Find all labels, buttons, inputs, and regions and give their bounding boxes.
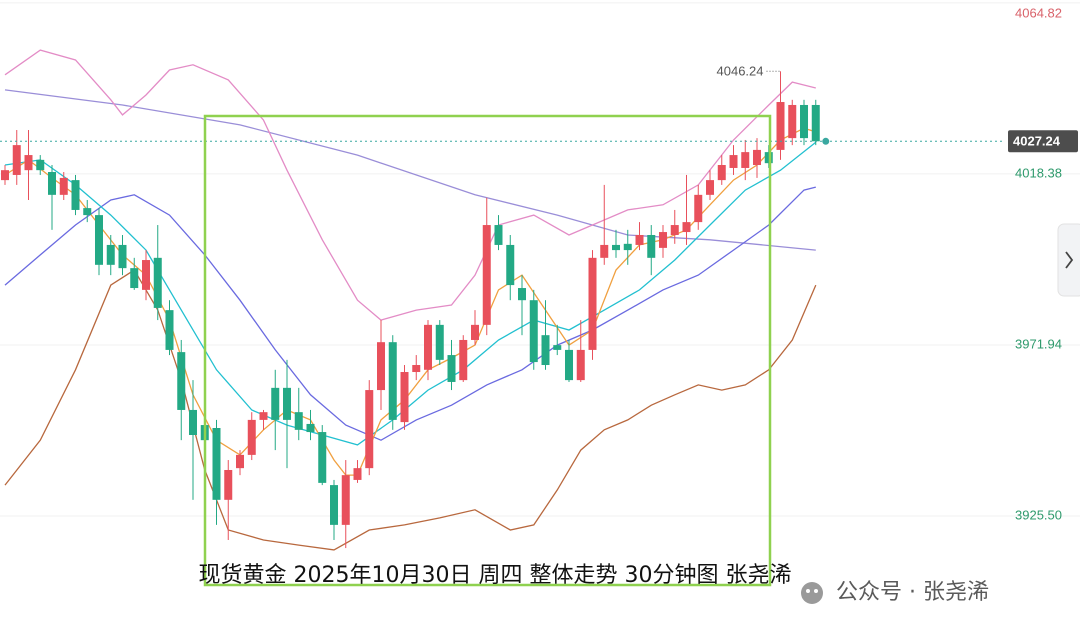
- candle-body: [106, 244, 115, 265]
- candle-body: [0, 170, 9, 181]
- last-price-dot: [822, 137, 830, 145]
- candle-body: [435, 324, 444, 360]
- candle-body: [365, 390, 374, 469]
- highlight-box: [203, 114, 772, 587]
- candle-body: [271, 387, 280, 420]
- candle-body: [283, 387, 292, 420]
- candles: [0, 71, 1005, 549]
- candle-body: [330, 485, 339, 525]
- candle-body: [388, 342, 397, 420]
- candle-body: [48, 172, 57, 195]
- candle-body: [189, 409, 198, 435]
- candle-body: [412, 365, 421, 373]
- candle-body: [12, 145, 21, 175]
- y-tick-label: 3971.94: [1015, 336, 1062, 351]
- candle-body: [482, 225, 491, 325]
- indicator-line: [4, 49, 816, 321]
- candle-body: [236, 454, 245, 469]
- high-label: 4046.24: [717, 64, 764, 79]
- indicator-lines: [4, 49, 817, 551]
- candle-body: [811, 104, 820, 142]
- candle-body: [788, 104, 797, 139]
- candle-body: [377, 342, 386, 391]
- candle-body: [259, 412, 268, 420]
- candle-body: [753, 149, 762, 166]
- candle-body: [177, 352, 186, 410]
- candle-body: [682, 222, 691, 233]
- candle-body: [694, 194, 703, 223]
- candle-body: [341, 475, 350, 525]
- candle-body: [459, 339, 468, 381]
- candle-body: [471, 324, 480, 340]
- candle-body: [153, 257, 162, 308]
- candle-body: [776, 102, 785, 150]
- candle-body: [24, 155, 33, 171]
- candle-body: [729, 155, 738, 168]
- candle-body: [165, 310, 174, 350]
- y-tick-label: 4018.38: [1015, 165, 1062, 180]
- candle-body: [706, 180, 715, 195]
- candle-body: [717, 165, 726, 181]
- candle-body: [518, 288, 527, 301]
- candle-body: [400, 372, 409, 423]
- candle-body: [294, 412, 303, 430]
- y-axis: 4064.82 4018.38 3971.94 3925.50 4027.24 4046.…: [717, 5, 1078, 522]
- caption: 现货黄金 2025年10月30日 周四 整体走势 30分钟图 张尧浠: [199, 563, 792, 588]
- candle-body: [71, 180, 80, 210]
- candle-body: [142, 260, 151, 290]
- candle-body: [565, 349, 574, 381]
- candle-body: [741, 152, 750, 168]
- candle-body: [623, 243, 632, 251]
- candle-body: [36, 159, 45, 171]
- candle-body: [318, 432, 327, 483]
- candle-body: [353, 468, 362, 480]
- candle-body: [529, 300, 538, 363]
- scroll-right-button[interactable]: [1057, 223, 1080, 297]
- candle-body: [635, 234, 644, 245]
- candle-body: [800, 104, 809, 139]
- watermark: 公众号 · 张尧浠: [836, 580, 989, 605]
- indicator-line: [4, 89, 816, 251]
- candle-body: [424, 324, 433, 370]
- candle-body: [224, 469, 233, 500]
- y-tick-label: 4064.82: [1015, 5, 1062, 20]
- candle-body: [553, 345, 562, 350]
- last-price-label: 4027.24: [1013, 134, 1061, 149]
- candle-body: [541, 335, 550, 366]
- indicator-line: [4, 141, 817, 446]
- candle-body: [447, 355, 456, 382]
- candle-body: [647, 234, 656, 258]
- candle-body: [612, 244, 621, 251]
- y-tick-label: 3925.50: [1015, 507, 1062, 522]
- candle-body: [118, 244, 127, 269]
- candle-body: [494, 225, 503, 245]
- candle-body: [130, 268, 139, 289]
- candle-body: [588, 257, 597, 350]
- candle-body: [670, 225, 679, 235]
- indicator-line: [4, 186, 816, 441]
- candle-body: [306, 423, 315, 433]
- candle-body: [59, 177, 68, 195]
- candle-body: [600, 244, 609, 258]
- candle-body: [247, 419, 256, 455]
- candle-body: [659, 232, 668, 248]
- candle-body: [95, 215, 104, 265]
- grid: [0, 2, 1080, 517]
- candle-body: [506, 244, 515, 286]
- candle-body: [83, 208, 92, 216]
- candle-body: [576, 349, 585, 381]
- watermark-icon: [801, 582, 823, 604]
- last-price-badge: [1008, 130, 1078, 153]
- candle-body: [212, 427, 221, 500]
